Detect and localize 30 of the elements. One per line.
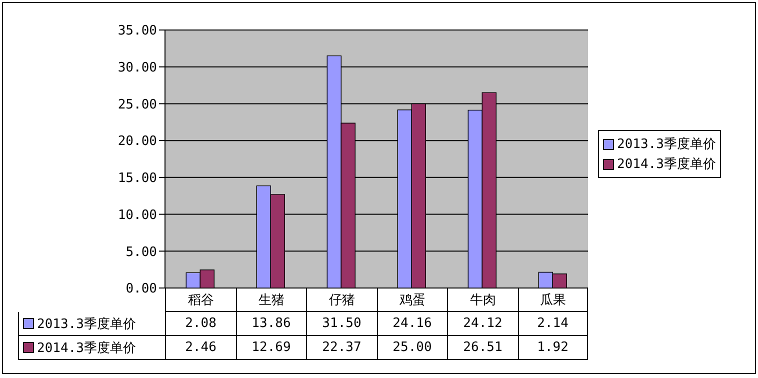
x-tick-label: 鸡蛋 xyxy=(376,288,447,312)
y-tick-label: 0.00 xyxy=(126,282,157,297)
y-tick-label: 15.00 xyxy=(118,171,157,186)
legend-label: 2014.3季度单价 xyxy=(617,156,716,173)
data-label: 25.00 xyxy=(376,336,447,360)
x-tick-label: 仔猪 xyxy=(306,288,376,312)
data-label: 13.86 xyxy=(236,312,306,336)
data-label: 24.16 xyxy=(376,312,447,336)
text: 2013.3季度单价 xyxy=(617,137,716,152)
y-tick-label: 20.00 xyxy=(118,134,157,150)
data-label: 31.50 xyxy=(306,312,376,336)
data-label: 22.37 xyxy=(306,336,376,360)
data-label: 1.92 xyxy=(518,336,588,360)
data-label: 12.69 xyxy=(236,336,306,360)
y-tick-label: 5.00 xyxy=(126,244,157,260)
y-tick-label: 30.00 xyxy=(118,60,157,76)
data-label: 24.12 xyxy=(447,312,518,336)
y-tick-label: 35.00 xyxy=(118,24,157,39)
legend-label: 2013.3季度单价 xyxy=(37,316,136,332)
text: 2014.3季度单价 xyxy=(37,340,136,356)
x-tick-label: 生猪 xyxy=(236,288,306,312)
data-label: 2.08 xyxy=(165,312,236,336)
x-tick-label: 瓜果 xyxy=(518,288,588,312)
data-label: 2.14 xyxy=(518,312,588,336)
data-label: 2.46 xyxy=(165,336,236,360)
y-tick-label: 10.00 xyxy=(118,208,157,223)
y-tick-label: 25.00 xyxy=(118,97,157,112)
x-tick-label: 稻谷 xyxy=(165,288,236,312)
data-label: 26.51 xyxy=(447,336,518,360)
x-tick-label: 牛肉 xyxy=(447,288,518,312)
